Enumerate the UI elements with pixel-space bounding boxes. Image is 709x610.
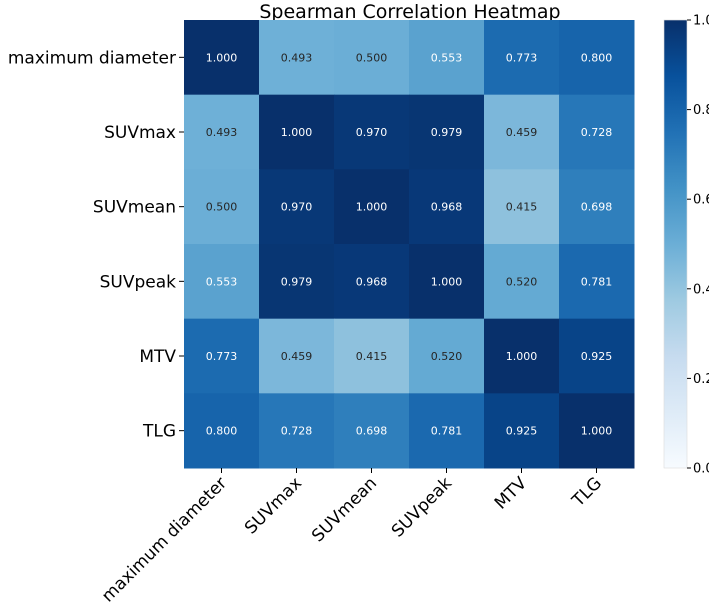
cell-value-label: 0.773: [206, 350, 238, 363]
cell-value-label: 0.970: [356, 126, 388, 139]
heatmap-cell: [184, 169, 260, 245]
cell-value-label: 1.000: [206, 51, 238, 64]
x-axis-ticks: maximum diameter SUVmax SUVmean SUVpeak MTV T…: [98, 468, 606, 606]
cell-value-label: 0.800: [206, 425, 238, 438]
heatmap-cells: [184, 20, 635, 469]
heatmap-cell: [334, 20, 410, 96]
heatmap-cell: [259, 20, 335, 96]
heatmap-cell: [559, 169, 635, 245]
cell-value-label: 0.968: [356, 275, 388, 288]
heatmap-cell: [409, 244, 485, 320]
cell-value-label: 0.800: [581, 51, 613, 64]
heatmap-cell: [259, 94, 335, 170]
heatmap-cell: [184, 393, 260, 469]
heatmap-cell: [484, 20, 560, 96]
cell-value-label: 0.970: [281, 201, 313, 214]
heatmap-cell: [334, 169, 410, 245]
heatmap-cell: [334, 94, 410, 170]
cell-value-label: 0.728: [581, 126, 613, 139]
heatmap-cell: [559, 393, 635, 469]
colorbar: [663, 19, 688, 469]
cell-value-label: 0.781: [431, 425, 463, 438]
heatmap-cell: [184, 94, 260, 170]
x-tick-label: maximum diameter: [98, 473, 231, 606]
cell-value-label: 0.728: [281, 425, 313, 438]
cell-value-label: 0.698: [356, 425, 388, 438]
heatmap-cell: [484, 318, 560, 394]
heatmap-cell: [409, 393, 485, 469]
chart-title: Spearman Correlation Heatmap: [259, 1, 560, 23]
y-tick-label: SUVmax: [104, 123, 176, 143]
heatmap-cell: [409, 20, 485, 96]
heatmap-cell: [559, 94, 635, 170]
heatmap-cell: [334, 393, 410, 469]
cell-value-label: 0.520: [506, 275, 538, 288]
colorbar-tick-label: 0.6: [693, 193, 709, 208]
colorbar-ticks: 0.0 0.2 0.4 0.6 0.8 1.0: [687, 14, 709, 477]
heatmap-cell: [184, 20, 260, 96]
cell-value-label: 0.979: [431, 126, 463, 139]
heatmap-cell: [334, 244, 410, 320]
cell-value-label: 0.979: [281, 275, 313, 288]
x-tick-label: SUVmax: [241, 473, 306, 538]
cell-value-label: 1.000: [431, 275, 463, 288]
heatmap-cell: [484, 169, 560, 245]
heatmap-cell: [334, 318, 410, 394]
cell-value-label: 0.500: [206, 201, 238, 214]
y-axis-ticks: maximum diameter SUVmax SUVmean SUVpeak MTV T…: [8, 48, 184, 442]
cell-value-label: 1.000: [581, 425, 613, 438]
heatmap-cell: [184, 318, 260, 394]
cell-value-label: 0.698: [581, 201, 613, 214]
heatmap-cell: [559, 244, 635, 320]
colorbar-tick-label: 0.8: [693, 103, 709, 118]
heatmap-cell: [409, 169, 485, 245]
x-tick-label: SUVmean: [308, 473, 381, 546]
cell-value-label: 0.773: [506, 51, 538, 64]
y-tick-label: TLG: [142, 422, 176, 442]
colorbar-tick-label: 0.4: [693, 282, 709, 297]
heatmap-cell: [259, 318, 335, 394]
y-tick-label: maximum diameter: [8, 48, 176, 68]
y-tick-label: SUVmean: [93, 198, 176, 218]
heatmap-cell: [559, 20, 635, 96]
heatmap-cell: [484, 94, 560, 170]
cell-value-label: 1.000: [356, 201, 388, 214]
heatmap-cell: [409, 318, 485, 394]
cell-value-label: 0.520: [431, 350, 463, 363]
cell-value-label: 0.493: [206, 126, 238, 139]
cell-value-label: 1.000: [281, 126, 313, 139]
cell-value-label: 0.553: [206, 275, 238, 288]
cell-value-label: 0.500: [356, 51, 388, 64]
heatmap-cell: [184, 244, 260, 320]
cell-value-label: 0.553: [431, 51, 463, 64]
cell-value-label: 0.459: [506, 126, 538, 139]
colorbar-tick-label: 1.0: [693, 14, 709, 29]
cell-value-label: 0.493: [281, 51, 313, 64]
heatmap-cell: [409, 94, 485, 170]
cell-value-label: 0.415: [506, 201, 538, 214]
x-tick-label: SUVpeak: [388, 473, 456, 541]
heatmap-cell-labels: 1.000 0.493 0.500 0.553 0.773 0.800 0.493 1.000…: [206, 51, 613, 437]
cell-value-label: 0.415: [356, 350, 388, 363]
x-tick-label: MTV: [491, 473, 531, 513]
heatmap-cell: [484, 244, 560, 320]
heatmap-cell: [559, 318, 635, 394]
cell-value-label: 0.968: [431, 201, 463, 214]
x-tick-label: TLG: [568, 473, 606, 511]
colorbar-tick-label: 0.2: [693, 372, 709, 387]
cell-value-label: 1.000: [506, 350, 538, 363]
cell-value-label: 0.925: [506, 425, 538, 438]
heatmap-cell: [259, 393, 335, 469]
y-tick-label: MTV: [139, 347, 176, 367]
cell-value-label: 0.459: [281, 350, 313, 363]
cell-value-label: 0.781: [581, 275, 613, 288]
heatmap-cell: [259, 169, 335, 245]
cell-value-label: 0.925: [581, 350, 613, 363]
heatmap-cell: [259, 244, 335, 320]
y-tick-label: SUVpeak: [100, 272, 177, 292]
heatmap-cell: [484, 393, 560, 469]
colorbar-tick-label: 0.0: [693, 462, 709, 477]
